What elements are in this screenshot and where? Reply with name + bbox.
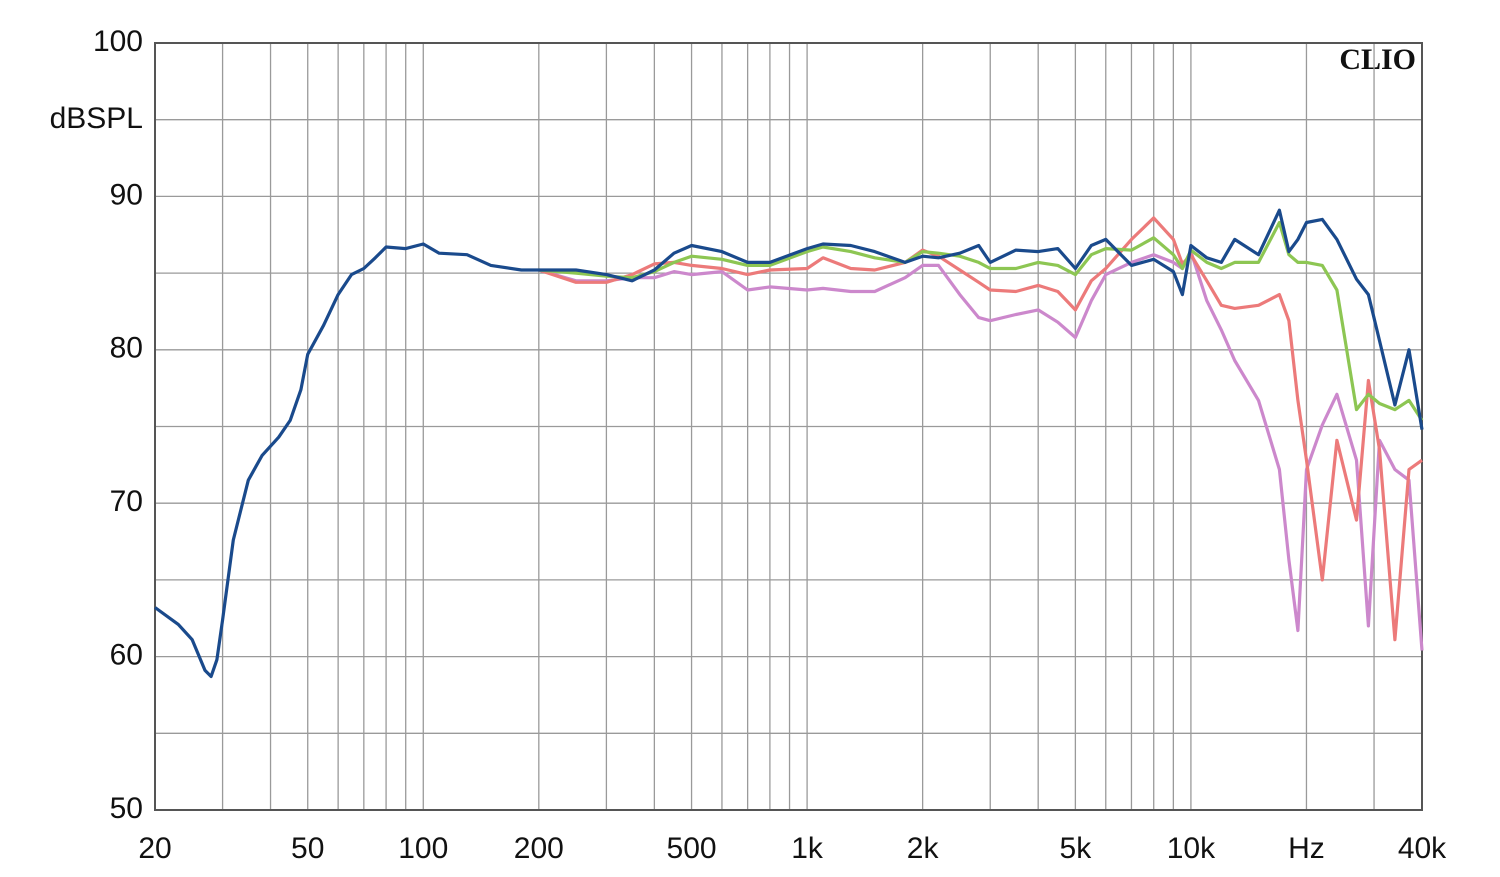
x-tick-label: 1k <box>791 832 824 865</box>
x-tick-label: 10k <box>1167 832 1216 865</box>
series-line <box>538 220 1424 422</box>
y-tick-label: 80 <box>110 332 143 365</box>
x-tick-label: 5k <box>1060 832 1093 865</box>
x-tick-label: 200 <box>514 832 564 865</box>
x-tick-label: 50 <box>291 832 324 865</box>
y-tick-label: 90 <box>110 178 143 211</box>
x-tick-label: Hz <box>1288 832 1325 865</box>
series-line <box>538 250 1424 651</box>
y-tick-label: 70 <box>110 485 143 518</box>
y-tick-label: 60 <box>110 639 143 672</box>
y-tick-label: 100 <box>93 25 143 58</box>
x-tick-label: 500 <box>667 832 717 865</box>
x-tick-label: 100 <box>398 832 448 865</box>
x-tick-label: 20 <box>138 832 171 865</box>
series-line <box>538 216 1423 642</box>
x-tick-label: 2k <box>907 832 940 865</box>
annotation: CLIO <box>1339 43 1416 76</box>
x-tick-label: 40k <box>1398 832 1447 865</box>
series-line <box>154 208 1424 679</box>
y-axis-label: dBSPL <box>50 102 143 135</box>
y-tick-label: 50 <box>110 792 143 825</box>
